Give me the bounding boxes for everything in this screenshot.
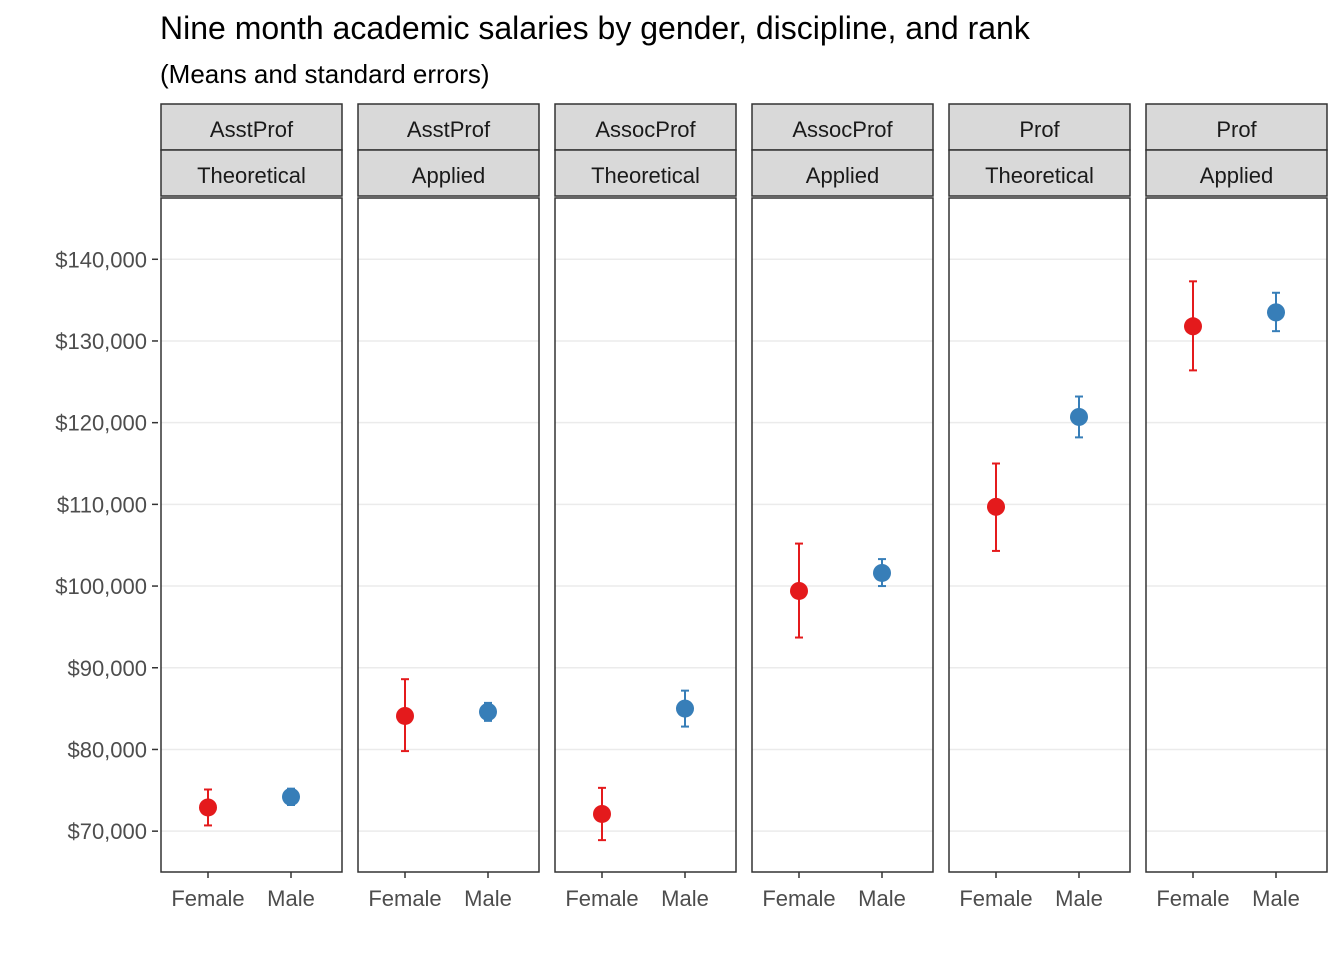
facet-label-discipline: Applied — [412, 163, 485, 188]
facet-strip-discipline — [948, 149, 1131, 197]
facet-strip-discipline — [554, 149, 737, 197]
facet-label-rank: AsstProf — [210, 117, 294, 142]
facet-label-rank: Prof — [1216, 117, 1257, 142]
facet-label-rank: AssocProf — [595, 117, 696, 142]
data-point-female — [790, 581, 808, 600]
y-tick-label: $80,000 — [67, 737, 147, 762]
y-tick-label: $90,000 — [67, 656, 147, 681]
facet-label-rank: Prof — [1019, 117, 1060, 142]
facet-label-rank: AssocProf — [792, 117, 893, 142]
data-point-female — [1184, 317, 1202, 336]
facet-panel: AssocProf Applied Female Male — [751, 103, 934, 911]
facet-strip-discipline — [357, 149, 540, 197]
x-tick-label: Male — [464, 886, 512, 911]
panel-border — [1145, 197, 1328, 873]
facet-strip-rank — [751, 103, 934, 151]
facet-strip-discipline — [751, 149, 934, 197]
x-tick-label: Female — [1156, 886, 1229, 911]
x-tick-label: Male — [1252, 886, 1300, 911]
data-point-male — [873, 563, 891, 582]
panel-border — [357, 197, 540, 873]
y-tick-label: $100,000 — [55, 574, 147, 599]
y-tick-label: $140,000 — [55, 247, 147, 272]
x-tick-label: Female — [959, 886, 1032, 911]
y-tick-label: $120,000 — [55, 411, 147, 436]
x-tick-label: Female — [565, 886, 638, 911]
facet-label-discipline: Applied — [1200, 163, 1273, 188]
facet-panel: AssocProf Theoretical Female Male — [554, 103, 737, 911]
panel-border — [160, 197, 343, 873]
facet-panel: Prof Applied Female Male — [1145, 103, 1328, 911]
facet-label-discipline: Theoretical — [985, 163, 1094, 188]
x-tick-label: Female — [368, 886, 441, 911]
data-point-male — [479, 702, 497, 721]
panel-border — [948, 197, 1131, 873]
facet-panel: AsstProf Applied Female Male — [357, 103, 540, 911]
y-tick-label: $130,000 — [55, 329, 147, 354]
data-point-male — [676, 699, 694, 718]
data-point-female — [199, 798, 217, 817]
x-tick-label: Male — [858, 886, 906, 911]
x-tick-label: Male — [267, 886, 315, 911]
facet-label-rank: AsstProf — [407, 117, 491, 142]
facet-panel: Prof Theoretical Female Male — [948, 103, 1131, 911]
data-point-male — [1267, 303, 1285, 322]
x-tick-label: Male — [1055, 886, 1103, 911]
facet-label-discipline: Theoretical — [591, 163, 700, 188]
facet-strip-rank — [357, 103, 540, 151]
x-tick-label: Female — [171, 886, 244, 911]
x-tick-label: Male — [661, 886, 709, 911]
chart-subtitle: (Means and standard errors) — [160, 59, 490, 89]
data-point-female — [396, 706, 414, 725]
x-tick-label: Female — [762, 886, 835, 911]
facet-strip-rank — [948, 103, 1131, 151]
facet-label-discipline: Applied — [806, 163, 879, 188]
y-axis: $70,000 $80,000 $90,000 $100,000 $110,000 $12… — [55, 247, 158, 844]
facet-panels: AsstProf Theoretical Female Male AsstProf App… — [160, 103, 1328, 911]
facet-label-discipline: Theoretical — [197, 163, 306, 188]
y-tick-label: $70,000 — [67, 819, 147, 844]
facet-panel: AsstProf Theoretical Female Male — [160, 103, 343, 911]
facet-strip-rank — [554, 103, 737, 151]
data-point-male — [1070, 407, 1088, 426]
panel-border — [751, 197, 934, 873]
data-point-female — [593, 804, 611, 823]
data-point-female — [987, 497, 1005, 516]
panel-border — [554, 197, 737, 873]
chart-title: Nine month academic salaries by gender, … — [160, 10, 1030, 46]
facet-strip-discipline — [1145, 149, 1328, 197]
data-point-male — [282, 787, 300, 806]
y-tick-label: $110,000 — [57, 492, 147, 517]
facet-strip-discipline — [160, 149, 343, 197]
